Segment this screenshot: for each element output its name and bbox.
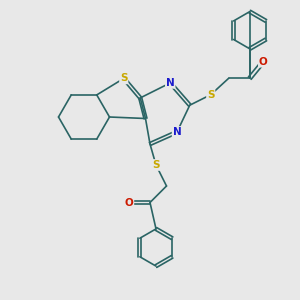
Text: O: O — [259, 57, 268, 67]
Text: O: O — [124, 197, 134, 208]
Text: S: S — [152, 160, 160, 170]
Text: N: N — [172, 127, 182, 137]
Text: S: S — [120, 74, 127, 83]
Text: N: N — [166, 78, 175, 88]
Text: S: S — [207, 90, 214, 100]
